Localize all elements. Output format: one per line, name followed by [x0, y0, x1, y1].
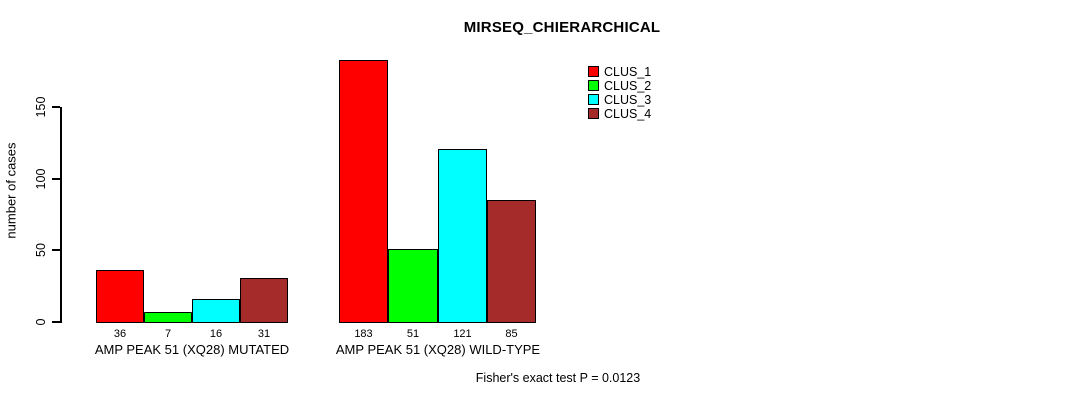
y-axis-tick — [52, 321, 60, 323]
legend-swatch-clus-2 — [588, 80, 599, 91]
bar-value-label: 7 — [164, 328, 172, 340]
y-axis-tick-label: 150 — [34, 96, 48, 118]
bar-value-label: 31 — [257, 328, 271, 340]
legend-label-clus-3: CLUS_3 — [604, 93, 652, 107]
legend-label-clus-1: CLUS_1 — [604, 65, 652, 79]
legend-label-clus-4: CLUS_4 — [604, 107, 652, 121]
bar-value-label: 183 — [354, 328, 373, 340]
y-axis-tick — [52, 249, 60, 251]
bar-clus-3-mutated — [192, 299, 240, 323]
group-label-wild-type: AMP PEAK 51 (XQ28) WILD-TYPE — [335, 342, 541, 357]
y-axis-tick-label: 100 — [34, 168, 48, 190]
bar-clus-1-mutated — [96, 270, 144, 323]
bar-value-label: 85 — [505, 328, 518, 340]
y-axis-line — [60, 107, 62, 323]
y-axis-tick — [52, 178, 60, 180]
bar-value-label: 51 — [406, 328, 420, 340]
bar-clus-1-wild-type — [339, 60, 388, 323]
bar-clus-2-mutated — [144, 312, 192, 323]
bar-value-label: 36 — [113, 328, 127, 340]
bar-value-label: 121 — [453, 328, 472, 340]
chart-title: MIRSEQ_CHIERARCHICAL — [463, 19, 661, 36]
legend-label-clus-2: CLUS_2 — [604, 79, 652, 93]
bar-clus-4-mutated — [240, 278, 288, 323]
bar-clus-4-wild-type — [487, 200, 536, 323]
bar-value-label: 16 — [209, 328, 223, 340]
y-axis-title: number of cases — [3, 142, 19, 239]
bar-clus-3-wild-type — [438, 149, 487, 323]
y-axis-tick — [52, 106, 60, 108]
legend-swatch-clus-4 — [588, 108, 599, 119]
group-label-mutated: AMP PEAK 51 (XQ28) MUTATED — [94, 342, 290, 357]
legend-swatch-clus-3 — [588, 94, 599, 105]
y-axis-tick-label: 0 — [34, 318, 48, 326]
legend-swatch-clus-1 — [588, 66, 599, 77]
fisher-test-note: Fisher's exact test P = 0.0123 — [475, 371, 641, 385]
bar-clus-2-wild-type — [388, 249, 438, 323]
y-axis-tick-label: 50 — [34, 243, 48, 257]
